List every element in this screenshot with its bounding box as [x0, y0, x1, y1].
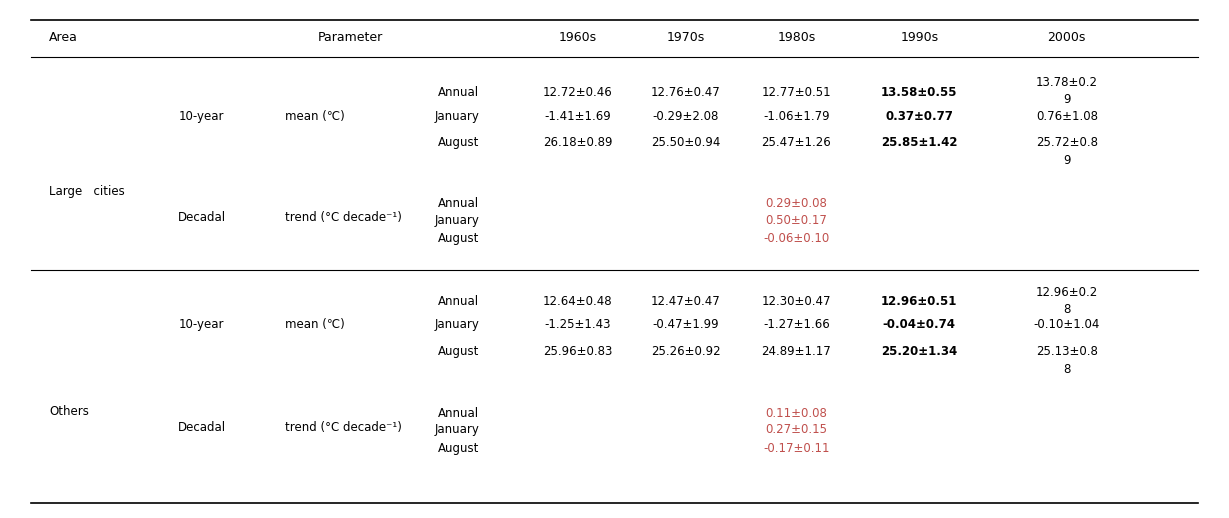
Text: 0.11±0.08: 0.11±0.08 [766, 407, 827, 420]
Text: 25.85±1.42: 25.85±1.42 [881, 136, 957, 149]
Text: 12.96±0.51: 12.96±0.51 [881, 295, 957, 308]
Text: 10-year: 10-year [178, 110, 224, 123]
Text: 2000s: 2000s [1047, 31, 1086, 44]
Text: 1960s: 1960s [558, 31, 597, 44]
Text: Annual: Annual [439, 197, 479, 210]
Text: 1970s: 1970s [666, 31, 705, 44]
Text: August: August [438, 344, 479, 358]
Text: -0.10±1.04: -0.10±1.04 [1034, 318, 1100, 332]
Text: -0.17±0.11: -0.17±0.11 [763, 441, 830, 455]
Text: trend (°C decade⁻¹): trend (°C decade⁻¹) [285, 211, 402, 224]
Text: 12.77±0.51: 12.77±0.51 [762, 85, 831, 99]
Text: 1980s: 1980s [777, 31, 816, 44]
Text: 0.27±0.15: 0.27±0.15 [766, 423, 827, 437]
Text: 25.72±0.8: 25.72±0.8 [1036, 136, 1097, 149]
Text: Others: Others [49, 405, 88, 419]
Text: 12.30±0.47: 12.30±0.47 [762, 295, 831, 308]
Text: August: August [438, 441, 479, 455]
Text: 0.37±0.77: 0.37±0.77 [885, 110, 954, 123]
Text: 13.78±0.2: 13.78±0.2 [1036, 76, 1097, 90]
Text: 9: 9 [1063, 154, 1070, 167]
Text: -1.06±1.79: -1.06±1.79 [763, 110, 830, 123]
Text: August: August [438, 232, 479, 245]
Text: Annual: Annual [439, 407, 479, 420]
Text: 25.26±0.92: 25.26±0.92 [651, 344, 720, 358]
Text: -0.06±0.10: -0.06±0.10 [763, 232, 830, 245]
Text: 0.29±0.08: 0.29±0.08 [766, 197, 827, 210]
Text: 8: 8 [1063, 363, 1070, 376]
Text: -1.27±1.66: -1.27±1.66 [763, 318, 830, 332]
Text: -0.04±0.74: -0.04±0.74 [882, 318, 956, 332]
Text: 26.18±0.89: 26.18±0.89 [543, 136, 612, 149]
Text: trend (°C decade⁻¹): trend (°C decade⁻¹) [285, 421, 402, 434]
Text: Parameter: Parameter [317, 31, 383, 44]
Text: 24.89±1.17: 24.89±1.17 [762, 344, 831, 358]
Text: 25.47±1.26: 25.47±1.26 [762, 136, 831, 149]
Text: 10-year: 10-year [178, 318, 224, 332]
Text: Annual: Annual [439, 295, 479, 308]
Text: August: August [438, 136, 479, 149]
Text: January: January [434, 423, 479, 437]
Text: -0.29±2.08: -0.29±2.08 [653, 110, 719, 123]
Text: 12.76±0.47: 12.76±0.47 [651, 85, 720, 99]
Text: 1990s: 1990s [900, 31, 939, 44]
Text: -1.41±1.69: -1.41±1.69 [544, 110, 611, 123]
Text: 25.20±1.34: 25.20±1.34 [881, 344, 957, 358]
Text: 0.76±1.08: 0.76±1.08 [1036, 110, 1097, 123]
Text: mean (℃): mean (℃) [285, 110, 345, 123]
Text: January: January [434, 318, 479, 332]
Text: 12.47±0.47: 12.47±0.47 [651, 295, 720, 308]
Text: 25.50±0.94: 25.50±0.94 [651, 136, 720, 149]
Text: 12.72±0.46: 12.72±0.46 [543, 85, 612, 99]
Text: Large   cities: Large cities [49, 185, 125, 198]
Text: Area: Area [49, 31, 77, 44]
Text: 0.50±0.17: 0.50±0.17 [766, 213, 827, 227]
Text: 25.96±0.83: 25.96±0.83 [543, 344, 612, 358]
Text: Decadal: Decadal [178, 211, 226, 224]
Text: mean (℃): mean (℃) [285, 318, 345, 332]
Text: Annual: Annual [439, 85, 479, 99]
Text: January: January [434, 213, 479, 227]
Text: 25.13±0.8: 25.13±0.8 [1036, 344, 1097, 358]
Text: 8: 8 [1063, 303, 1070, 316]
Text: 12.64±0.48: 12.64±0.48 [543, 295, 612, 308]
Text: 13.58±0.55: 13.58±0.55 [881, 85, 957, 99]
Text: 12.96±0.2: 12.96±0.2 [1036, 286, 1097, 299]
Text: Decadal: Decadal [178, 421, 226, 434]
Text: January: January [434, 110, 479, 123]
Text: -0.47±1.99: -0.47±1.99 [653, 318, 719, 332]
Text: -1.25±1.43: -1.25±1.43 [544, 318, 611, 332]
Text: 9: 9 [1063, 93, 1070, 106]
